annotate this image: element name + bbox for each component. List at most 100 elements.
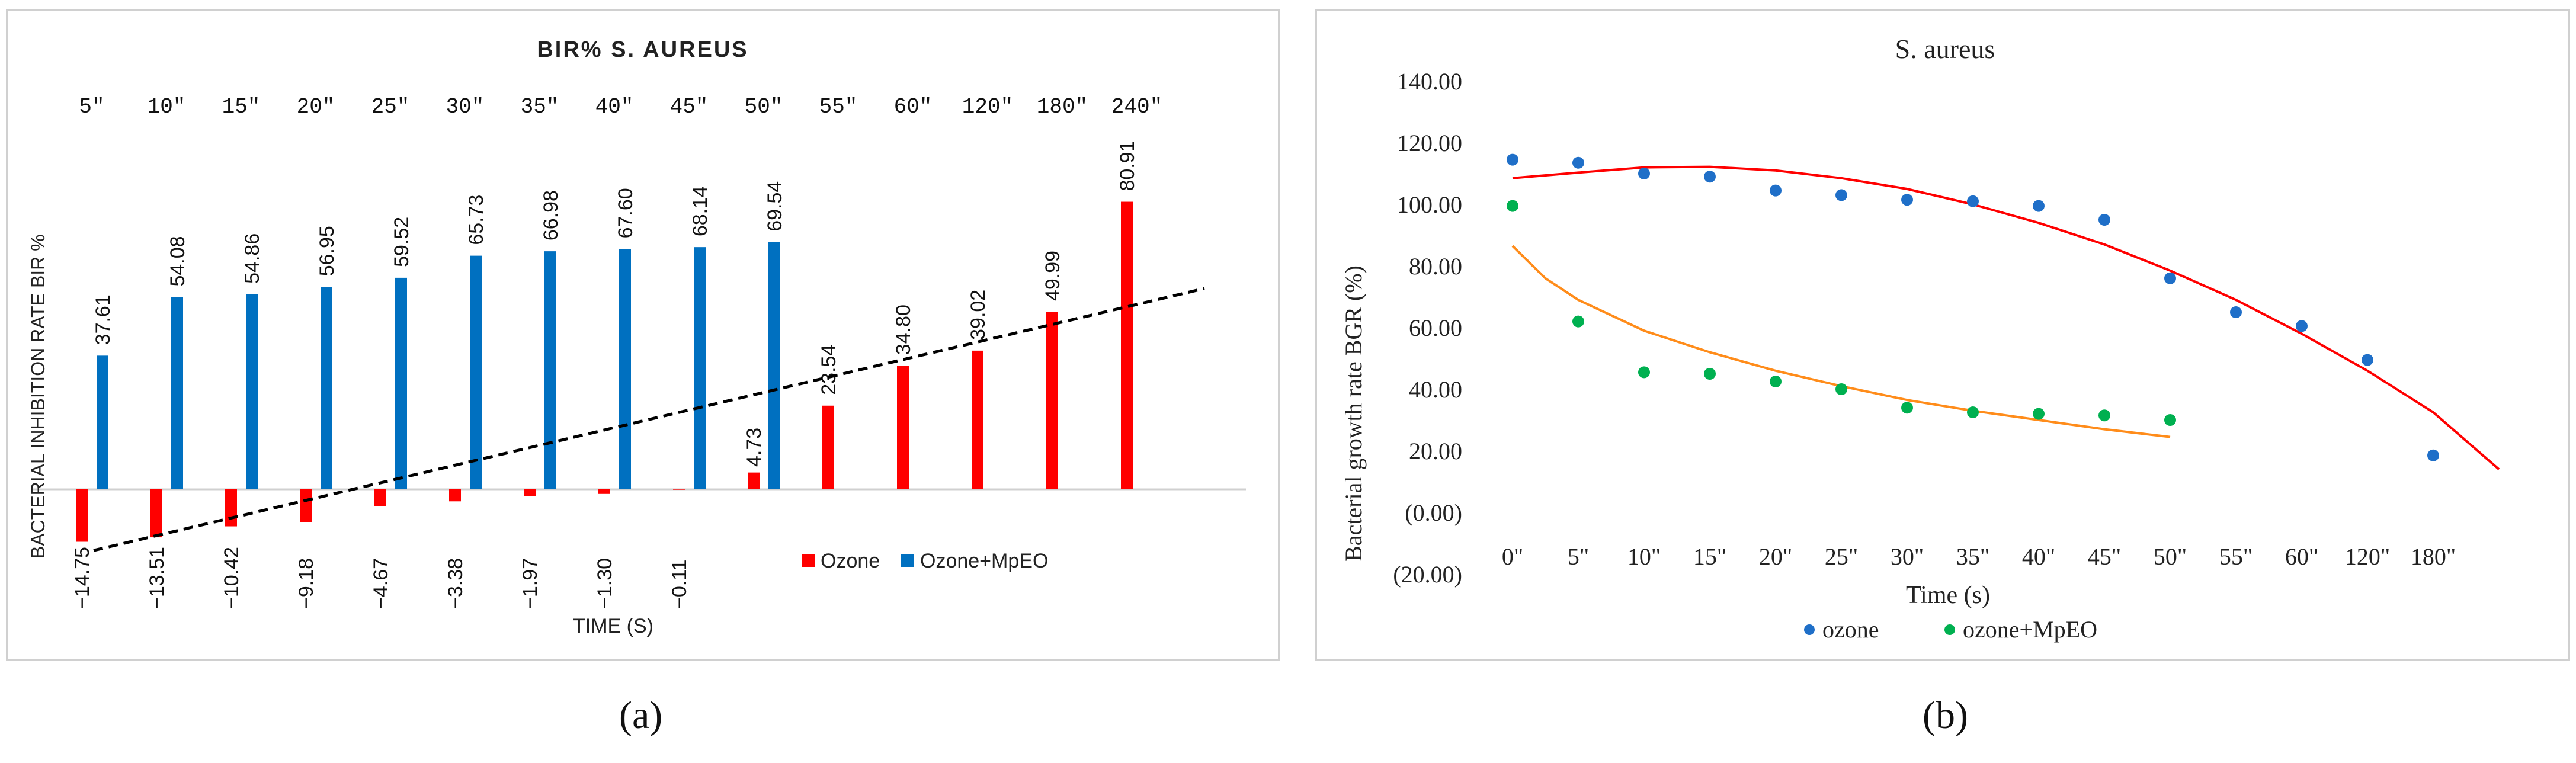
x-tick-label: 50" bbox=[745, 95, 783, 119]
legend-ozone-mpeo-label: ozone+MpEO bbox=[1963, 616, 2097, 643]
bgr-scatter-chart: S. aureus (20.00) (0.00) 20.00 40.00 60.00 80.… bbox=[1340, 34, 2500, 643]
ozone-bar bbox=[225, 489, 237, 527]
x-tick-label: 60" bbox=[2285, 543, 2318, 570]
x-tick-label: 60" bbox=[894, 95, 933, 119]
ozone-point bbox=[2362, 354, 2373, 366]
x-tick-label: 20" bbox=[297, 95, 335, 119]
legend-ozone-mpeo-swatch bbox=[901, 554, 914, 567]
ozone-data-label: 39.02 bbox=[967, 290, 989, 340]
ozone-mpeo-point bbox=[2098, 409, 2110, 422]
x-tick-label: 40" bbox=[595, 95, 634, 119]
legend-ozone-label: ozone bbox=[1822, 616, 1879, 643]
x-tick-label: 30" bbox=[446, 95, 485, 119]
ozone-mpeo-point bbox=[1835, 383, 1847, 395]
ozone-fit-curve bbox=[1512, 165, 2500, 470]
ozone-point bbox=[1835, 189, 1847, 201]
ozone-mpeo-data-label: 56.95 bbox=[316, 226, 338, 276]
ozone-mpeo-data-label: 68.14 bbox=[689, 186, 712, 236]
legend-ozone-swatch bbox=[802, 554, 815, 567]
ozone-point bbox=[1572, 156, 1584, 169]
x-tick-label: 120" bbox=[2345, 543, 2390, 570]
chart-title: BIR% S. AUREUS bbox=[537, 37, 748, 62]
ozone-mpeo-point bbox=[1704, 368, 1716, 380]
x-axis-label: Time (s) bbox=[1906, 582, 1990, 609]
ozone-bar bbox=[822, 405, 834, 489]
ozone-mpeo-point bbox=[1967, 406, 1979, 418]
ozone-bar bbox=[748, 472, 760, 489]
bir-bar-chart: BIR% S. AUREUS 5" 10" 15" 20" 25" 30" 35" 40" 45"… bbox=[27, 37, 1246, 637]
x-tick-label: 40" bbox=[2022, 543, 2055, 570]
x-tick-label: 10" bbox=[1627, 543, 1661, 570]
ozone-data-label: −1.30 bbox=[594, 558, 616, 609]
ozone-data-label: 34.80 bbox=[892, 304, 915, 355]
x-tick-label: 15" bbox=[1693, 543, 1726, 570]
x-tick-label: 55" bbox=[819, 95, 858, 119]
ozone-mpeo-point bbox=[1770, 376, 1782, 387]
ozone-data-label: −3.38 bbox=[444, 558, 467, 609]
ozone-mpeo-data-label: 59.52 bbox=[390, 217, 413, 267]
y-tick-label: 20.00 bbox=[1409, 438, 1462, 464]
y-tick-label: 100.00 bbox=[1397, 191, 1462, 218]
y-axis-label: Bacterial growth rate BGR (%) bbox=[1340, 265, 1367, 562]
ozone-data-label: 4.73 bbox=[743, 428, 765, 467]
ozone-mpeo-point bbox=[2164, 414, 2176, 426]
ozone-mpeo-bar bbox=[694, 247, 706, 489]
ozone-mpeo-bar bbox=[171, 297, 183, 489]
ozone-mpeo-data-label: 54.86 bbox=[241, 233, 264, 284]
ozone-data-label: −14.75 bbox=[71, 547, 94, 609]
y-axis-label: BACTERIAL INHIBITION RATE BIR % bbox=[27, 234, 49, 559]
ozone-mpeo-fit-curve bbox=[1511, 245, 2171, 438]
ozone-point bbox=[2296, 320, 2308, 332]
ozone-point bbox=[1770, 184, 1782, 197]
x-tick-label: 35" bbox=[521, 95, 559, 119]
ozone-data-label: 80.91 bbox=[1116, 140, 1139, 191]
ozone-point bbox=[1704, 171, 1716, 183]
x-tick-label: 50" bbox=[2154, 543, 2187, 570]
x-tick-label: 5" bbox=[1568, 543, 1589, 570]
x-tick-label: 240" bbox=[1111, 95, 1162, 119]
ozone-trendline bbox=[93, 287, 1205, 552]
ozone-bar bbox=[1121, 201, 1133, 489]
ozone-data-label: −0.11 bbox=[668, 559, 691, 609]
x-tick-label: 30" bbox=[1891, 543, 1924, 570]
ozone-mpeo-data-label: 65.73 bbox=[465, 195, 488, 245]
ozone-bar bbox=[1046, 312, 1058, 489]
y-tick-label: 40.00 bbox=[1409, 376, 1462, 403]
x-tick-label: 35" bbox=[1956, 543, 1989, 570]
ozone-point bbox=[1967, 195, 1979, 207]
x-tick-label: 25" bbox=[371, 95, 410, 119]
x-axis-label: TIME (S) bbox=[573, 615, 653, 637]
y-tick-label: (0.00) bbox=[1405, 499, 1462, 526]
legend-ozone-marker bbox=[1804, 624, 1815, 635]
legend-ozone-label: Ozone bbox=[821, 550, 880, 572]
ozone-mpeo-data-label: 37.61 bbox=[92, 294, 114, 345]
ozone-point bbox=[1507, 153, 1518, 166]
ozone-bar bbox=[972, 350, 983, 489]
panel-b-scatter-chart: S. aureus (20.00) (0.00) 20.00 40.00 60.00 80.… bbox=[1315, 9, 2570, 661]
ozone-bar bbox=[673, 489, 685, 490]
ozone-mpeo-point bbox=[1572, 315, 1584, 328]
ozone-bar bbox=[897, 366, 909, 489]
legend-ozone-mpeo-label: Ozone+MpEO bbox=[920, 550, 1048, 572]
ozone-data-label: −10.42 bbox=[220, 547, 243, 609]
x-tick-label: 20" bbox=[1759, 543, 1792, 570]
ozone-bar bbox=[76, 489, 88, 542]
ozone-bar bbox=[598, 489, 610, 494]
panel-label-b: (b) bbox=[1923, 694, 1968, 737]
ozone-point bbox=[2164, 272, 2176, 284]
x-tick-label: 180" bbox=[2411, 543, 2456, 570]
y-tick-label: 80.00 bbox=[1409, 253, 1462, 280]
ozone-mpeo-bar bbox=[321, 287, 332, 489]
ozone-point bbox=[2033, 200, 2045, 212]
ozone-point bbox=[1901, 194, 1913, 206]
ozone-mpeo-bar bbox=[619, 249, 631, 489]
ozone-mpeo-data-label: 67.60 bbox=[614, 188, 637, 238]
y-tick-label: 60.00 bbox=[1409, 315, 1462, 341]
ozone-mpeo-data-label: 54.08 bbox=[166, 236, 189, 286]
y-tick-label: (20.00) bbox=[1393, 561, 1462, 588]
chart-title: S. aureus bbox=[1895, 34, 1995, 64]
ozone-data-label: −1.97 bbox=[519, 558, 542, 609]
ozone-mpeo-bar bbox=[395, 277, 407, 489]
x-tick-label: 45" bbox=[670, 95, 709, 119]
ozone-mpeo-bar bbox=[544, 251, 556, 489]
